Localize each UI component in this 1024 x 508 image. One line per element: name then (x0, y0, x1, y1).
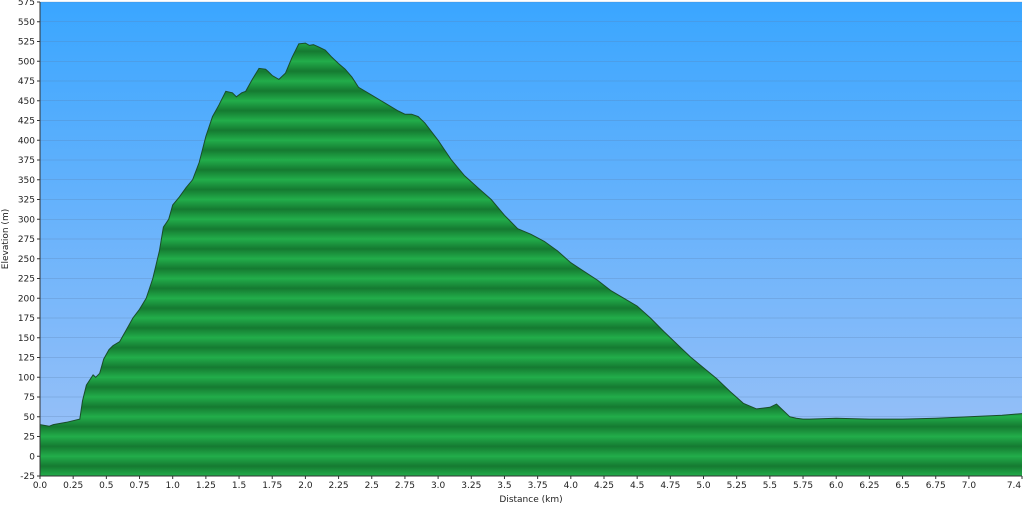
x-tick-label: 2.5 (365, 481, 379, 491)
y-tick-label: 350 (18, 176, 35, 186)
y-tick-label: 450 (18, 97, 35, 107)
y-tick-label: 25 (24, 433, 35, 443)
y-tick-label: 400 (18, 136, 35, 146)
y-tick-label: 0 (29, 452, 35, 462)
x-tick-label: 7.4 (1007, 481, 1022, 491)
y-tick-label: 475 (18, 77, 35, 87)
y-tick-label: -25 (20, 472, 35, 482)
y-tick-label: 300 (18, 215, 35, 225)
y-tick-label: 325 (18, 196, 35, 206)
x-tick-label: 4.5 (630, 481, 644, 491)
x-tick-label: 4.75 (660, 481, 680, 491)
x-tick-label: 3.5 (497, 481, 511, 491)
x-tick-label: 6.5 (895, 481, 909, 491)
elevation-area (40, 43, 1022, 476)
x-tick-label: 3.25 (461, 481, 481, 491)
x-tick-label: 5.0 (696, 481, 711, 491)
y-axis-label: Elevation (m) (1, 209, 11, 269)
x-tick-label: 7.0 (962, 481, 977, 491)
x-tick-label: 6.25 (859, 481, 879, 491)
y-tick-label: 525 (18, 38, 35, 48)
y-tick-label: 250 (18, 255, 35, 265)
y-tick-label: 100 (18, 373, 35, 383)
y-tick-label: 150 (18, 334, 35, 344)
x-tick-label: 5.25 (727, 481, 747, 491)
elevation-line (39, 42, 1023, 427)
x-tick-label: 1.0 (166, 481, 181, 491)
y-tick-label: 225 (18, 275, 35, 285)
x-tick-label: 0.25 (63, 481, 83, 491)
x-tick-label: 1.25 (196, 481, 216, 491)
y-tick-label: 575 (18, 0, 35, 8)
x-tick-label: 2.75 (395, 481, 415, 491)
y-tick-label: 125 (18, 354, 35, 364)
x-tick-label: 2.25 (329, 481, 349, 491)
x-tick-label: 0.0 (33, 481, 48, 491)
x-tick-label: 0.5 (99, 481, 113, 491)
y-tick-label: 425 (18, 117, 35, 127)
y-tick-label: 200 (18, 294, 35, 304)
x-tick-label: 0.75 (130, 481, 150, 491)
x-axis-label: Distance (km) (499, 495, 562, 505)
x-tick-label: 5.5 (763, 481, 777, 491)
y-axis-ticks: -25 0 25 50 75 100 125 150 175 200 225 250 275 300 325… (18, 0, 40, 482)
y-tick-label: 175 (18, 314, 35, 324)
x-tick-label: 3.75 (528, 481, 548, 491)
x-tick-label: 1.75 (262, 481, 282, 491)
y-tick-label: 50 (24, 413, 36, 423)
x-tick-label: 4.0 (564, 481, 579, 491)
x-tick-label: 3.0 (431, 481, 446, 491)
x-tick-label: 6.0 (829, 481, 844, 491)
x-tick-label: 1.5 (232, 481, 246, 491)
x-tick-label: 6.75 (926, 481, 946, 491)
y-tick-label: 75 (24, 393, 35, 403)
y-tick-label: 550 (18, 18, 35, 28)
x-tick-label: 5.75 (793, 481, 813, 491)
x-tick-label: 2.0 (298, 481, 313, 491)
y-tick-label: 275 (18, 235, 35, 245)
y-tick-label: 375 (18, 156, 35, 166)
x-axis-ticks: 0.0 0.25 0.5 0.75 1.0 1.25 1.5 1.75 2.0 2.25 2.5 2.… (33, 476, 1023, 491)
y-tick-label: 500 (18, 57, 35, 67)
x-tick-label: 4.25 (594, 481, 614, 491)
